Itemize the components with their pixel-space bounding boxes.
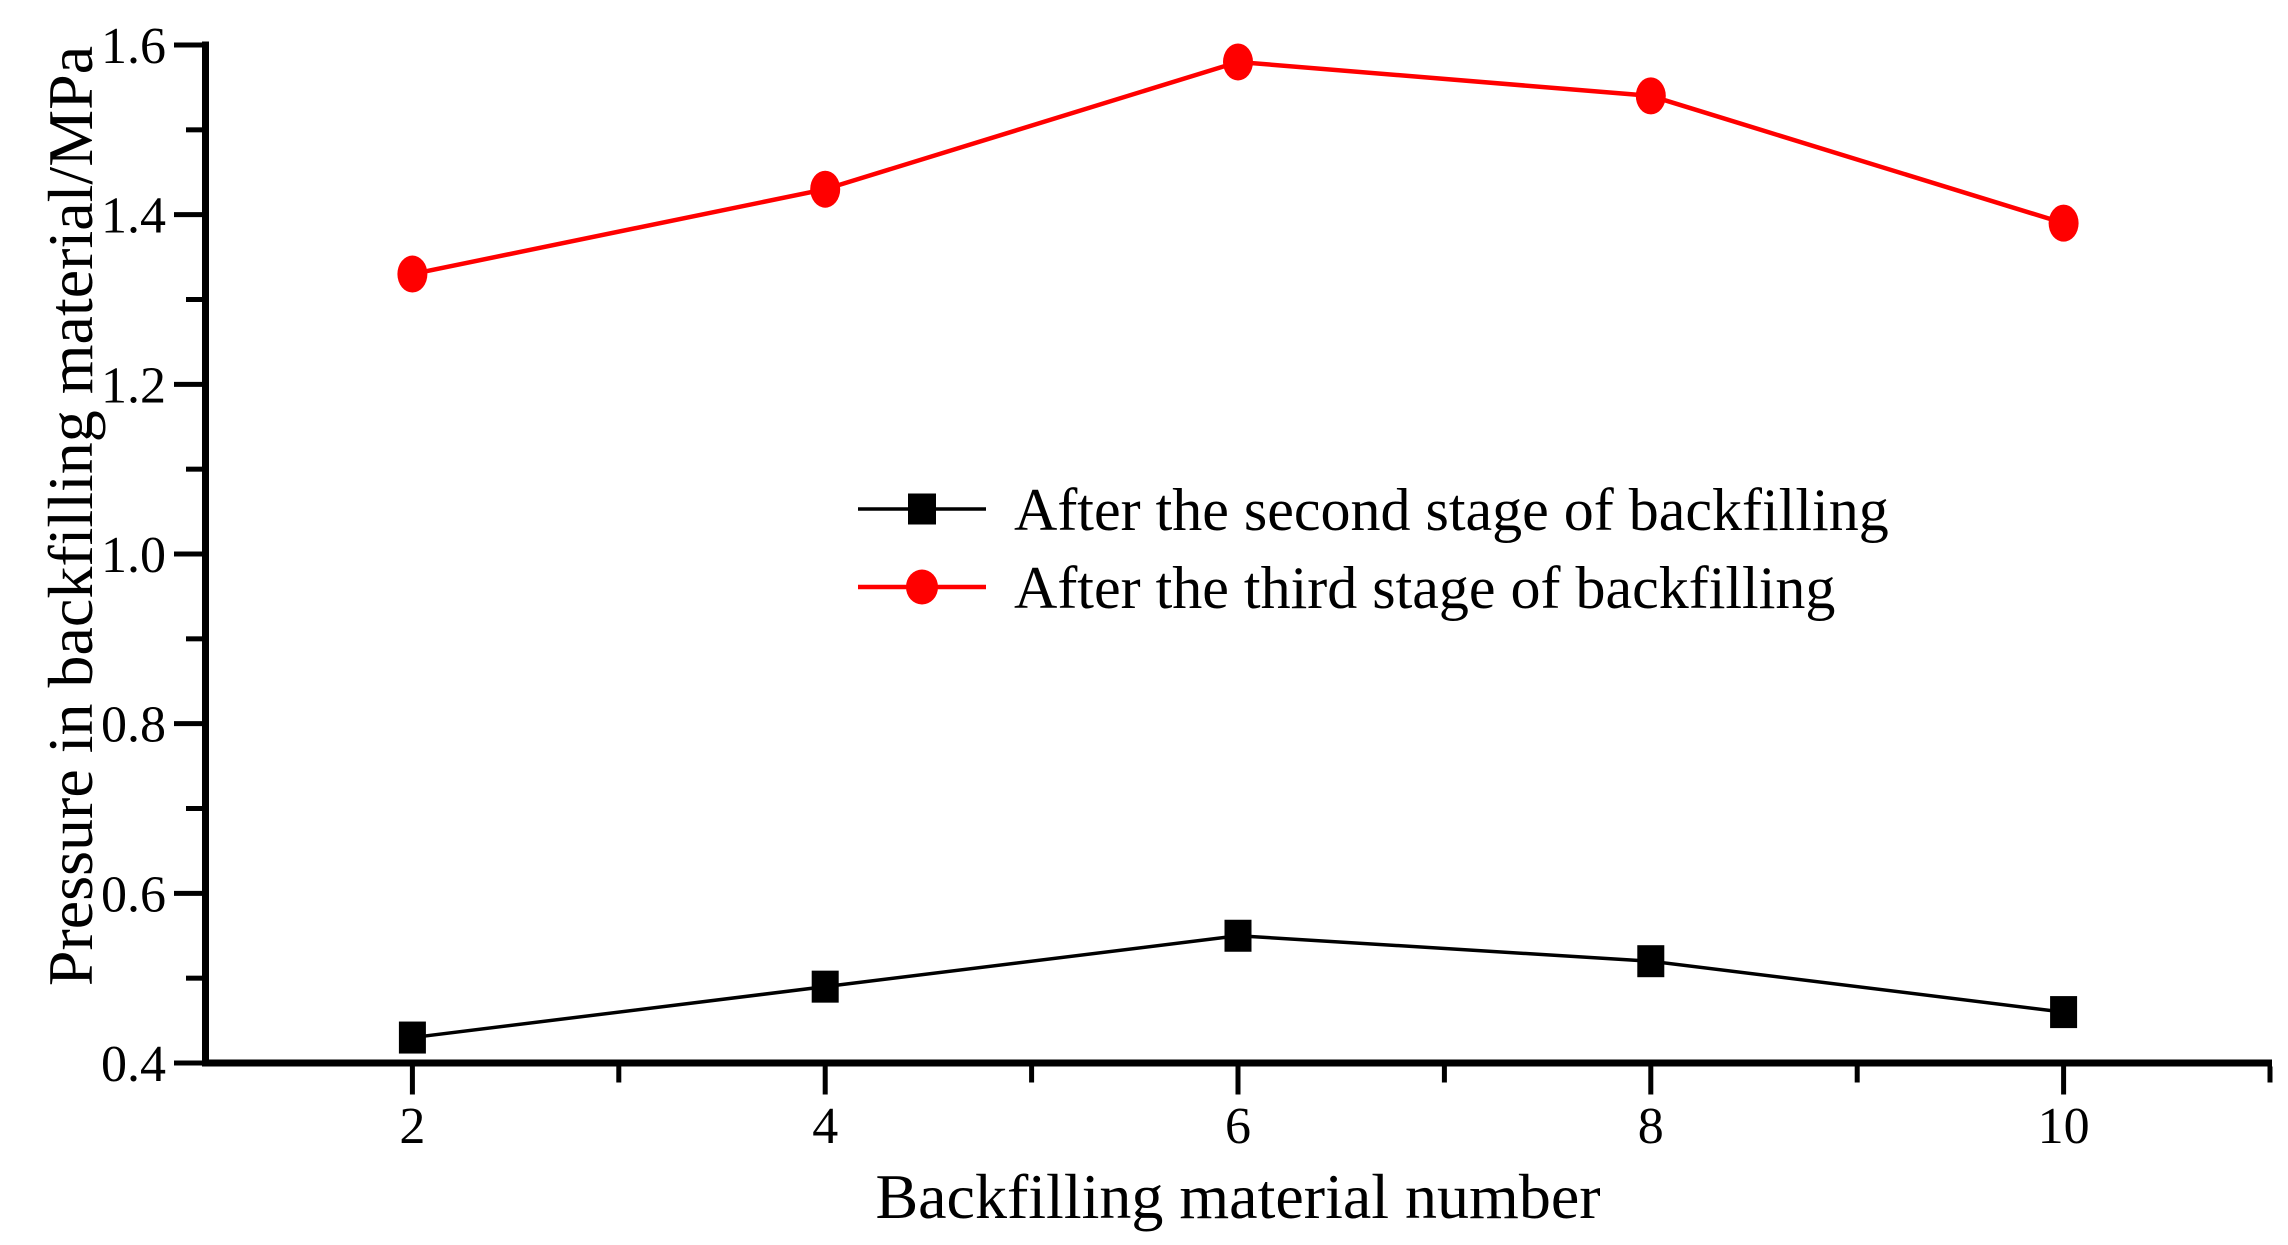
x-tick-label: 8 (1638, 1098, 1664, 1155)
data-point-marker (810, 170, 841, 208)
data-point-marker (1223, 43, 1253, 81)
x-tick-label: 4 (812, 1098, 838, 1155)
axes-layer: 2 4 6 8 10 0.4 0.6 0.8 1.0 1.2 1.4 1.6 (101, 18, 2273, 1155)
series-2 (397, 43, 2079, 293)
data-point-marker (1224, 919, 1252, 952)
y-tick-label: 1.0 (101, 527, 166, 584)
series-1 (398, 919, 2078, 1054)
y-tick-label: 0.8 (101, 697, 166, 754)
legend-label-series-1: After the second stage of backfilling (1014, 477, 1889, 543)
legend: After the second stage of backfilling Af… (858, 477, 1889, 621)
series-line (411, 59, 2065, 277)
series-layer (397, 43, 2079, 1054)
y-tick-label: 1.4 (101, 188, 166, 245)
x-tick-label: 6 (1225, 1098, 1251, 1155)
data-point-marker (397, 255, 428, 293)
data-point-marker (811, 970, 839, 1003)
y-tick-label: 1.6 (101, 18, 166, 75)
x-axis-title: Backfilling material number (875, 1161, 1600, 1232)
x-tick-label: 2 (399, 1098, 425, 1155)
x-tick-label: 10 (2038, 1098, 2090, 1155)
legend-square-marker (908, 493, 936, 525)
y-tick-label: 1.2 (101, 357, 166, 414)
legend-label-series-2: After the third stage of backfilling (1014, 555, 1835, 621)
y-axis-title: Pressure in backfilling material/MPa (35, 46, 106, 986)
data-point-marker (398, 1021, 426, 1054)
data-point-marker (2050, 996, 2078, 1029)
data-point-marker (2048, 204, 2079, 242)
y-tick-label: 0.4 (101, 1036, 166, 1093)
legend-circle-marker (906, 569, 938, 605)
data-point-marker (1637, 945, 1665, 978)
data-point-marker (1635, 77, 1666, 115)
y-tick-label: 0.6 (101, 866, 166, 923)
